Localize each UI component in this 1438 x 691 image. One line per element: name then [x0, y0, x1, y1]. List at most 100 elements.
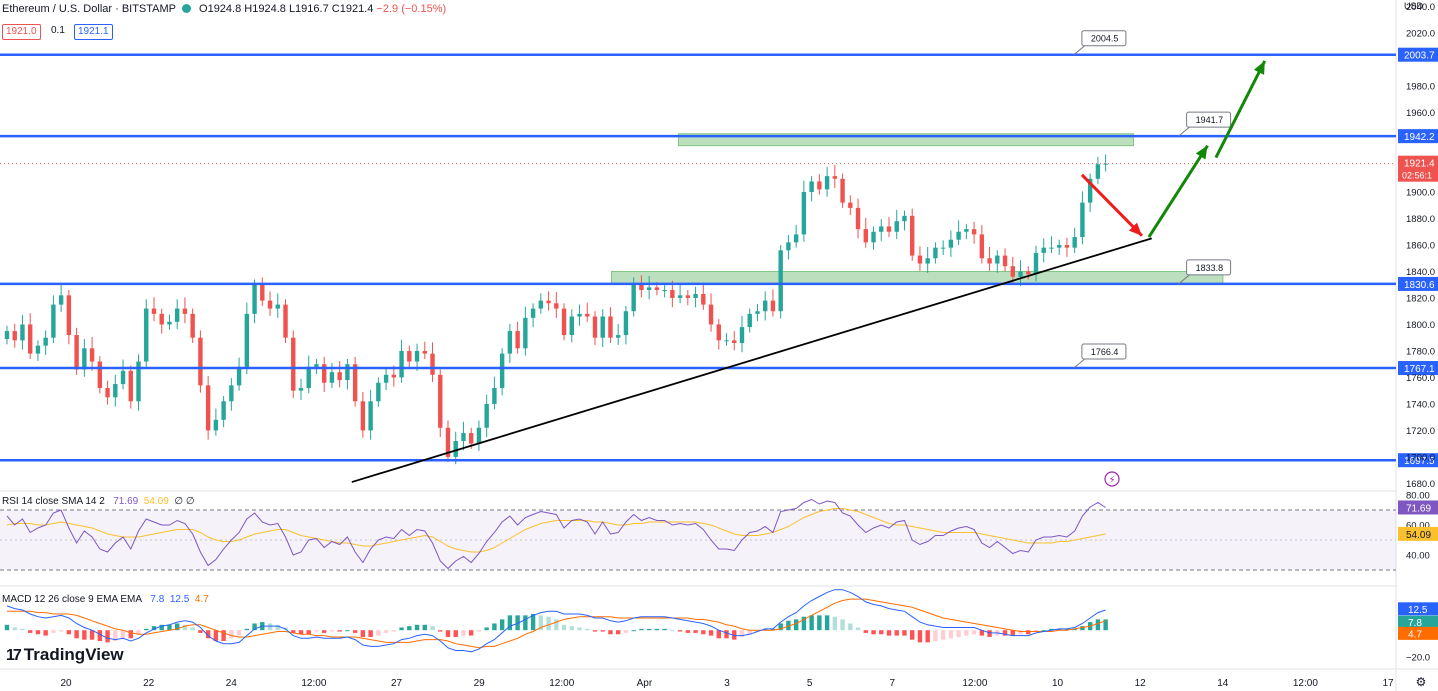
rsi-legend-name: RSI 14 close SMA 14 2	[2, 496, 105, 507]
currency-label[interactable]: USD	[1404, 1, 1424, 11]
candle-body	[724, 340, 729, 342]
price-axis[interactable]: 2003.7 1942.2 1830.6 1767.1 1697.5 2040.0 2020…	[1398, 2, 1438, 664]
macd-histogram-bar	[716, 630, 721, 639]
candle-body	[848, 202, 853, 208]
candle-body	[229, 385, 234, 402]
macd-histogram-bar	[964, 630, 969, 636]
macd-histogram-bar	[267, 623, 273, 631]
candle-body	[321, 364, 327, 383]
macd-histogram-bar	[987, 630, 992, 637]
price-tick-label: 2040.0	[1406, 2, 1435, 13]
time-axis[interactable]: 20 22 24 12:00 27 29 12:00 Apr 3 5 7 12:00 10 12 14 12:…	[60, 675, 1426, 689]
candle-body	[1087, 178, 1093, 203]
macd-legend[interactable]: MACD 12 26 close 9 EMA EMA 7.8 12.5 4.7	[2, 594, 209, 605]
price-tick-label: 1700.0	[1406, 452, 1435, 463]
macd-signal-line	[7, 598, 1106, 649]
candle-body	[492, 388, 497, 404]
candle-body	[902, 215, 907, 222]
candle-body	[747, 313, 752, 328]
candle-body	[1072, 237, 1077, 248]
candle-body	[66, 295, 72, 336]
candle-body	[128, 370, 133, 402]
candle-body	[453, 441, 458, 457]
macd-histogram-bar	[438, 630, 443, 632]
level-price-label: 2003.7	[1404, 51, 1435, 62]
callout-label: 2004.5	[1091, 34, 1119, 44]
candle-body	[561, 308, 567, 336]
macd-histogram-bar	[190, 627, 195, 631]
rsi-legend[interactable]: RSI 14 close SMA 14 2 71.69 54.09 ∅ ∅	[2, 496, 195, 507]
macd-histogram-bar	[136, 630, 141, 635]
level-price-tag	[1398, 47, 1438, 62]
macd-histogram-bar	[979, 630, 985, 636]
candle-body	[113, 384, 118, 398]
macd-histogram-bar	[530, 614, 536, 631]
macd-histogram-bar	[631, 630, 636, 632]
macd-histogram-bar	[569, 626, 574, 631]
sell-price-box[interactable]: 1921.0	[2, 24, 41, 40]
candle-body	[1002, 255, 1008, 267]
macd-histogram-bar	[113, 630, 118, 641]
candle-body	[275, 304, 280, 309]
macd-histogram-bar	[786, 620, 791, 631]
candle-body	[484, 403, 489, 428]
macd-histogram-bar	[167, 624, 172, 631]
time-tick-label: 20	[60, 678, 72, 689]
candle-body	[948, 239, 954, 248]
candle-body	[662, 290, 667, 292]
candle-body	[646, 287, 652, 291]
macd-histogram-bar	[577, 627, 582, 631]
macd-histogram-bar	[933, 630, 938, 641]
macd-histogram-bar	[917, 630, 923, 643]
candle-body	[530, 308, 536, 318]
macd-value-tag	[1398, 602, 1438, 616]
macd-histogram-bar	[35, 630, 41, 635]
price-tick-label: 1820.0	[1406, 293, 1435, 304]
macd-histogram-bar	[407, 626, 412, 631]
macd-histogram-bar	[337, 630, 342, 632]
candle-body	[585, 313, 590, 317]
macd-histogram-bar	[244, 628, 250, 631]
macd-histogram-bar	[608, 630, 613, 635]
candle-body	[136, 361, 141, 402]
candle-body	[631, 284, 636, 312]
time-tick-label: Apr	[637, 678, 653, 689]
price-tick-label: 1800.0	[1406, 320, 1435, 331]
tradingview-wordmark: TradingView	[23, 645, 124, 664]
macd-histogram-bar	[314, 630, 319, 632]
macd-histogram-bar	[229, 630, 234, 639]
time-tick-label: 12:00	[301, 678, 326, 689]
candle-body	[592, 316, 598, 338]
macd-histogram-bar	[1041, 630, 1046, 632]
time-tick-label: 12:00	[1293, 678, 1318, 689]
candle-body	[971, 229, 977, 235]
callout-label: 1833.8	[1196, 263, 1224, 273]
macd-histogram-bar	[848, 623, 853, 631]
time-tick-label: 27	[391, 678, 403, 689]
macd-histogram-bar	[538, 615, 544, 631]
rsi-tick-label: 60.00	[1406, 521, 1430, 532]
macd-histogram-bar	[855, 627, 861, 631]
candle-body	[205, 385, 211, 431]
macd-histogram-bar	[105, 630, 110, 643]
candles	[0, 154, 1396, 465]
candle-body	[786, 242, 791, 251]
macd-histogram-bar	[306, 630, 311, 635]
macd-histogram-bar	[128, 630, 133, 639]
macd-histogram-bar	[755, 630, 760, 632]
symbol-name[interactable]: Ethereum / U.S. Dollar · BITSTAMP	[2, 3, 177, 15]
buy-price-box[interactable]: 1921.1	[74, 24, 113, 40]
candle-body	[236, 366, 242, 386]
macd-histogram-bar	[685, 630, 691, 633]
macd-value-tag	[1398, 615, 1438, 629]
macd-histogram-bar	[662, 628, 667, 631]
candle-body	[925, 258, 930, 264]
level-price-label: 1830.6	[1404, 280, 1435, 291]
candle-body	[468, 433, 474, 444]
macd-histogram-bar	[840, 619, 845, 631]
tradingview-logo[interactable]: 17 TradingView	[6, 645, 124, 665]
candle-body	[995, 255, 1000, 264]
macd-histogram-bar	[546, 616, 551, 631]
candle-body	[554, 303, 559, 309]
